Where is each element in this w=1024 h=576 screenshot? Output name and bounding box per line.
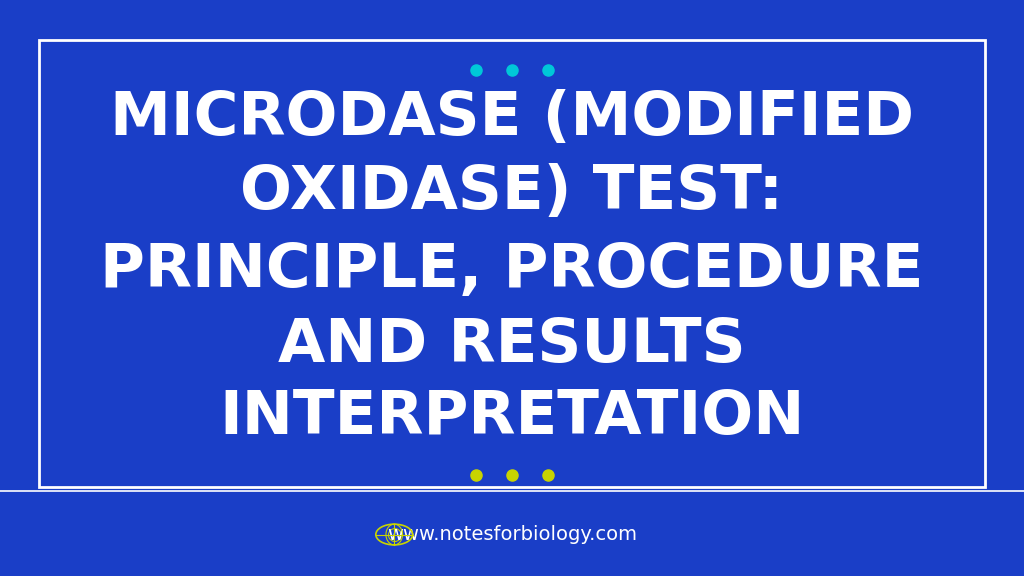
Text: www.notesforbiology.com: www.notesforbiology.com — [387, 525, 637, 544]
Text: ○: ○ — [386, 525, 402, 544]
Text: INTERPRETATION: INTERPRETATION — [219, 388, 805, 447]
Text: PRINCIPLE, PROCEDURE: PRINCIPLE, PROCEDURE — [100, 241, 924, 300]
Text: OXIDASE) TEST:: OXIDASE) TEST: — [241, 164, 783, 222]
Text: AND RESULTS: AND RESULTS — [279, 316, 745, 375]
Text: MICRODASE (MODIFIED: MICRODASE (MODIFIED — [110, 89, 914, 147]
